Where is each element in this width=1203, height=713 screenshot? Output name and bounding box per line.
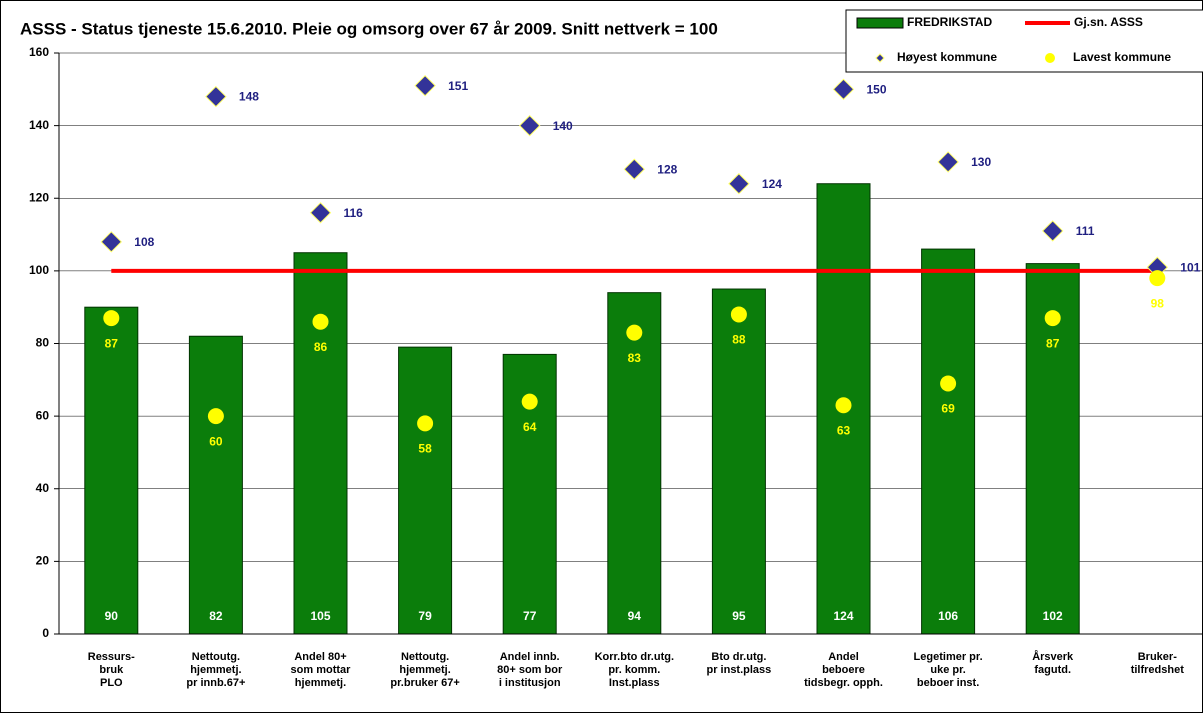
low-value-label: 83 <box>628 351 642 365</box>
y-tick-label: 100 <box>29 263 49 277</box>
low-marker <box>940 375 957 392</box>
x-tick-label: Korr.bto dr.utg. pr. komm. Inst.plass <box>594 651 675 689</box>
x-tick-label: Legetimer pr. uke pr. beboer inst. <box>913 651 983 689</box>
low-value-label: 69 <box>941 402 955 416</box>
low-value-label: 60 <box>209 434 223 448</box>
high-value-label: 150 <box>867 82 887 96</box>
bar <box>188 335 243 635</box>
high-value-label: 140 <box>553 119 573 133</box>
high-marker <box>100 231 123 253</box>
high-marker <box>414 74 436 97</box>
high-value-label: 101 <box>1180 260 1200 274</box>
x-tick-label: Nettoutg. hjemmetj. pr innb.67+ <box>186 651 246 689</box>
legend-swatch <box>1045 53 1055 63</box>
bar-value-label: 94 <box>628 609 642 623</box>
high-value-label: 111 <box>1076 224 1095 238</box>
x-tick-label: Bruker- tilfredshet <box>1130 651 1184 676</box>
low-marker <box>730 306 747 323</box>
bar-value-label: 102 <box>1043 609 1063 623</box>
y-tick-label: 0 <box>42 626 49 640</box>
high-value-label: 130 <box>971 155 991 169</box>
high-marker <box>937 151 959 173</box>
legend-label: Høyest kommune <box>897 50 997 64</box>
x-tick-label: Andel 80+ som mottar hjemmetj. <box>290 651 351 689</box>
chart-title: ASSS - Status tjeneste 15.6.2010. Pleie … <box>20 19 718 38</box>
low-value-label: 98 <box>1151 296 1165 310</box>
high-value-label: 128 <box>657 162 677 176</box>
high-value-label: 108 <box>134 235 154 249</box>
low-marker <box>312 313 329 330</box>
bar-value-label: 124 <box>833 609 853 623</box>
low-marker <box>207 408 224 425</box>
bar <box>398 346 453 635</box>
high-marker <box>728 173 750 195</box>
legend-swatch <box>875 53 885 63</box>
legend-label: FREDRIKSTAD <box>907 15 992 29</box>
low-marker <box>626 324 643 341</box>
high-marker <box>205 85 227 108</box>
high-value-label: 124 <box>762 177 782 191</box>
low-marker <box>103 310 120 327</box>
bar-value-label: 105 <box>310 609 330 623</box>
x-tick-label: Bto dr.utg. pr inst.plass <box>706 651 772 676</box>
high-value-label: 151 <box>448 79 468 93</box>
legend <box>845 9 1203 73</box>
x-tick-label: Andel beboere tidsbegr. opph. <box>804 651 883 689</box>
bar-value-label: 95 <box>732 609 746 623</box>
low-value-label: 87 <box>105 336 119 350</box>
low-marker <box>521 393 538 410</box>
high-marker <box>1041 220 1064 242</box>
legend-label: Gj.sn. ASSS <box>1074 15 1143 29</box>
x-tick-label: Ressurs- bruk PLO <box>87 651 135 689</box>
bar-value-label: 106 <box>938 609 958 623</box>
low-value-label: 64 <box>523 420 537 434</box>
high-value-label: 116 <box>344 206 364 220</box>
high-marker <box>832 78 855 101</box>
x-tick-label: Årsverk fagutd. <box>1032 651 1074 676</box>
legend-label: Lavest kommune <box>1073 50 1171 64</box>
low-value-label: 87 <box>1046 336 1060 350</box>
x-tick-label: Nettoutg. hjemmetj. pr.bruker 67+ <box>390 651 460 689</box>
y-tick-label: 80 <box>36 336 50 350</box>
bar-value-label: 79 <box>418 609 432 623</box>
y-tick-label: 20 <box>36 554 50 568</box>
bar-value-label: 82 <box>209 609 223 623</box>
bar <box>921 248 976 635</box>
high-marker <box>309 202 332 224</box>
low-value-label: 58 <box>418 442 432 456</box>
bar-value-label: 90 <box>105 609 119 623</box>
y-tick-label: 140 <box>29 118 49 132</box>
low-marker <box>417 415 434 432</box>
y-tick-label: 120 <box>29 190 49 204</box>
low-value-label: 88 <box>732 333 746 347</box>
bar <box>711 288 766 635</box>
bar <box>293 252 348 635</box>
bar-value-label: 77 <box>523 609 537 623</box>
low-marker <box>835 397 852 414</box>
high-value-label: 148 <box>239 90 259 104</box>
high-marker <box>518 114 541 137</box>
high-marker <box>623 158 646 180</box>
x-tick-label: Andel innb. 80+ som bor i institusjon <box>497 651 563 689</box>
low-marker <box>1044 310 1061 327</box>
low-marker <box>1149 270 1166 287</box>
bar <box>84 306 139 635</box>
low-value-label: 86 <box>314 340 328 354</box>
y-tick-label: 60 <box>36 408 50 422</box>
low-value-label: 63 <box>837 423 851 437</box>
y-tick-label: 160 <box>29 45 49 59</box>
y-tick-label: 40 <box>36 481 50 495</box>
bar <box>607 292 662 635</box>
legend-swatch <box>856 17 904 29</box>
